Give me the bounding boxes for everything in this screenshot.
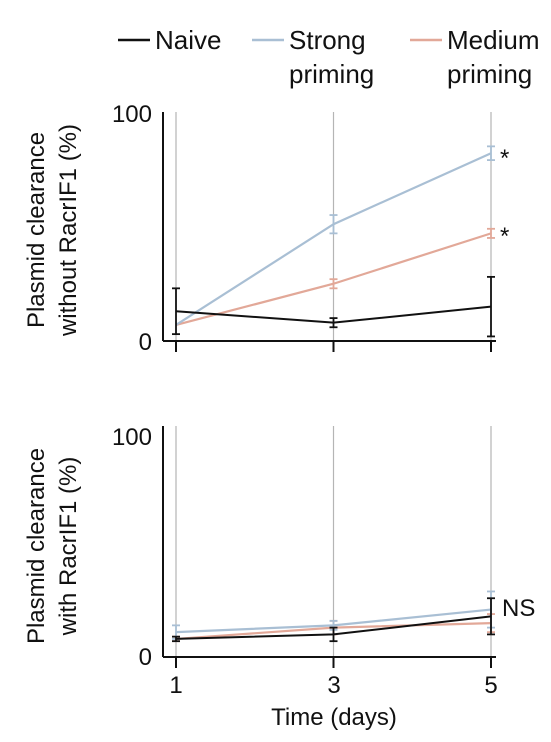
gridlines-bottom: [175, 426, 492, 668]
plot-area-bottom: [172, 590, 495, 643]
annotation-medium-star: *: [500, 223, 509, 250]
annotation-strong-star: *: [500, 145, 509, 172]
error-bar-strong-top-x3: [329, 214, 338, 235]
error-bar-naive-top-x3: [329, 317, 338, 329]
error-bar-naive-top-x5: [487, 275, 495, 338]
y-axis-label-top-line1: Plasmid clearance: [23, 132, 50, 328]
error-bar-strong-top-x5: [487, 145, 495, 161]
x-tick-label-1: 1: [169, 672, 182, 699]
y-axis-label-bottom-line1: Plasmid clearance: [23, 448, 50, 644]
y-axis-label-bottom-line2: with RacrIF1 (%): [55, 457, 82, 637]
y-tick-label-bottom-100: 100: [112, 424, 152, 451]
legend-label-medium-line2: priming: [447, 59, 532, 89]
y-axis-label-top-line2: without RacrIF1 (%): [55, 124, 82, 337]
x-axis-label: Time (days): [271, 704, 397, 731]
error-bar-medium-top-x3: [329, 278, 338, 290]
x-tick-label-3: 3: [327, 672, 340, 699]
legend-label-naive: Naive: [155, 25, 221, 55]
error-bar-naive-bottom-x5: [487, 597, 495, 636]
legend: Naive Strong priming Medium priming: [118, 25, 539, 89]
y-tick-label-top-100: 100: [112, 101, 152, 128]
panel-bottom: Plasmid clearance with RacrIF1 (%) 100 0…: [23, 424, 535, 731]
error-bar-medium-top-x5: [487, 227, 495, 239]
y-tick-label-top-0: 0: [139, 329, 152, 356]
legend-label-strong: Strong: [289, 25, 366, 55]
error-bar-naive-bottom-x3: [329, 626, 338, 643]
x-tick-label-5: 5: [484, 672, 497, 699]
panel-top: Plasmid clearance without RacrIF1 (%) 10…: [23, 101, 509, 356]
legend-label-strong-line2: priming: [289, 59, 374, 89]
plot-area-top: [172, 145, 495, 338]
error-bar-naive-top-x1: [172, 287, 180, 336]
legend-label-medium: Medium: [447, 25, 539, 55]
annotation-ns: NS: [502, 595, 535, 622]
y-tick-label-bottom-0: 0: [139, 644, 152, 671]
error-bar-naive-bottom-x1: [172, 635, 180, 643]
